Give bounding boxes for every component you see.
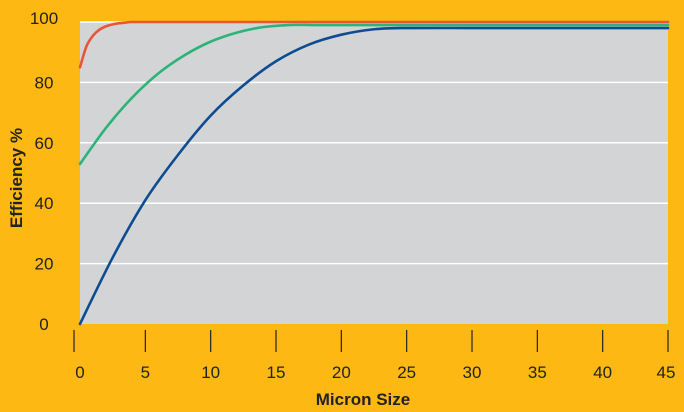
x-tick-label: 10 (201, 363, 220, 382)
x-tick-label: 15 (267, 363, 286, 382)
x-tick-label: 25 (397, 363, 416, 382)
x-tick-label: 0 (75, 363, 84, 382)
y-tick-label: 60 (35, 134, 54, 153)
x-tick-label: 35 (528, 363, 547, 382)
x-axis-title: Micron Size (316, 390, 410, 409)
y-tick-label: 80 (35, 73, 54, 92)
y-axis-title: Efficiency % (7, 128, 26, 228)
y-axis-ticks: 0 20 40 60 80 100 (30, 9, 58, 334)
y-tick-label: 100 (30, 9, 58, 28)
x-tick-label: 45 (657, 363, 676, 382)
x-axis-ticks: 0 5 10 15 20 25 30 35 40 45 (74, 330, 675, 382)
y-tick-label: 40 (35, 194, 54, 213)
x-tick-label: 40 (593, 363, 612, 382)
y-tick-label: 0 (39, 315, 48, 334)
x-tick-label: 20 (332, 363, 351, 382)
x-tick-label: 30 (463, 363, 482, 382)
x-tick-label: 5 (141, 363, 150, 382)
y-tick-label: 20 (35, 255, 54, 274)
